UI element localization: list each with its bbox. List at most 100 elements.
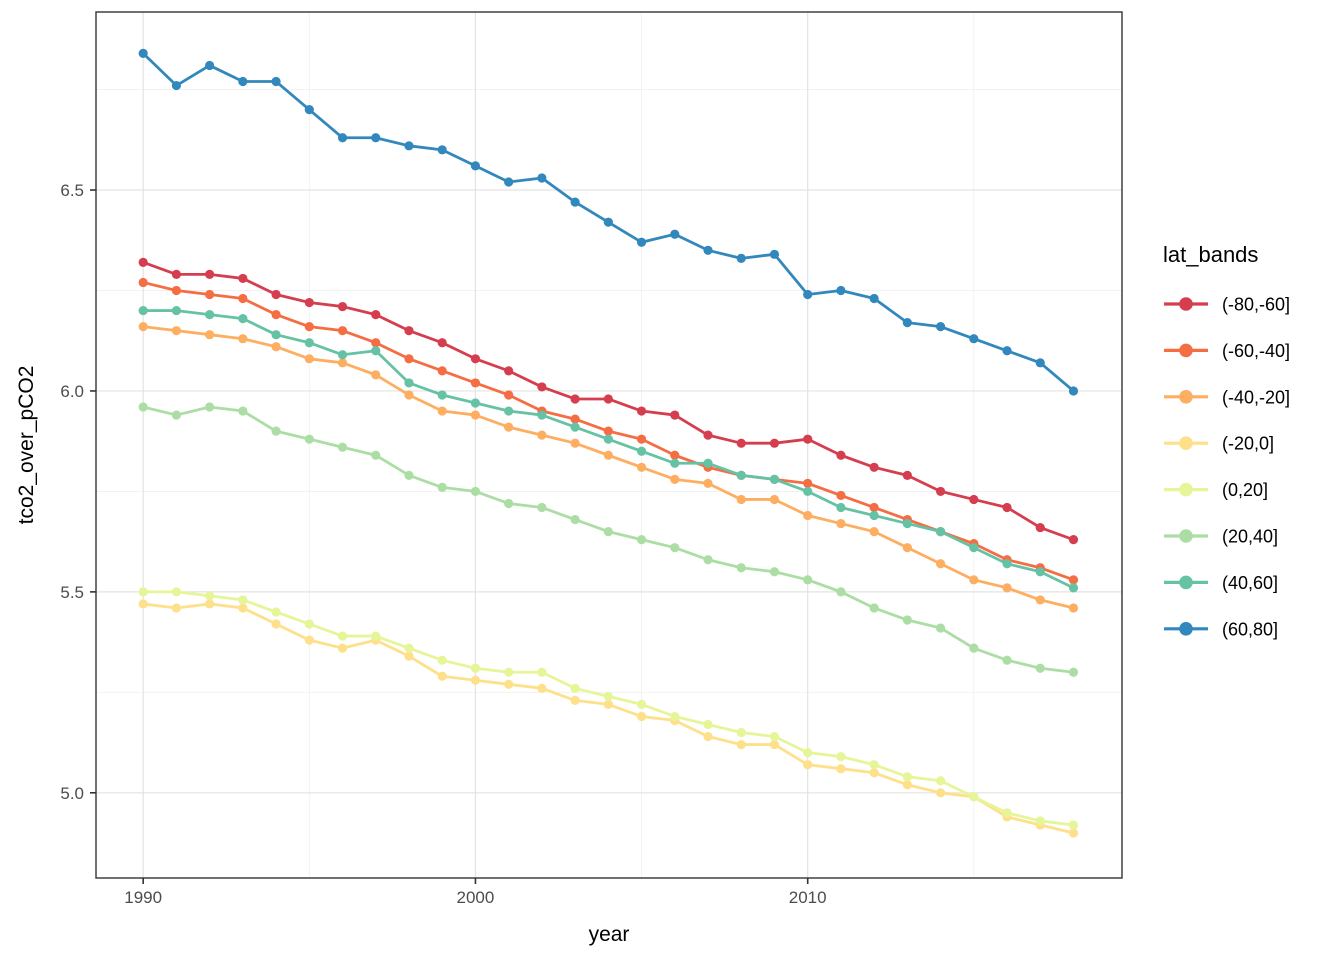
data-point (769, 494, 780, 505)
data-point (205, 309, 215, 320)
data-point (138, 322, 148, 332)
data-point (271, 607, 281, 617)
data-point (138, 402, 148, 412)
data-point (1002, 346, 1012, 356)
data-point (703, 245, 713, 255)
data-point (902, 518, 912, 529)
data-point (736, 739, 746, 750)
data-point (537, 430, 547, 440)
data-point (803, 510, 813, 521)
data-point (304, 338, 314, 348)
data-point (1002, 655, 1012, 665)
data-point (371, 133, 381, 143)
data-point (171, 587, 182, 597)
data-point (803, 478, 813, 488)
data-point (304, 322, 314, 332)
x-tick-label: 2010 (789, 888, 827, 907)
data-point (636, 535, 647, 545)
data-point (703, 555, 713, 565)
data-point (836, 502, 846, 513)
series-line-3 (141, 602, 1075, 835)
data-point (437, 338, 447, 348)
data-point (570, 683, 580, 693)
data-point (371, 338, 381, 348)
data-point (902, 772, 912, 782)
series-line-2 (141, 325, 1075, 610)
data-point (969, 543, 979, 553)
data-point (935, 776, 946, 786)
data-point (1002, 808, 1012, 818)
data-point (570, 414, 580, 424)
data-point (337, 301, 348, 312)
data-point (836, 764, 846, 774)
data-point (238, 406, 248, 416)
data-point (836, 490, 846, 501)
data-point (304, 434, 314, 444)
data-point (1068, 583, 1079, 593)
data-point (1002, 559, 1012, 569)
data-point (1035, 816, 1045, 826)
y-tick-label: 6.5 (60, 181, 84, 200)
data-point (205, 402, 215, 412)
data-point (171, 269, 182, 280)
x-tick-label: 2000 (457, 888, 495, 907)
data-point (570, 695, 580, 705)
data-point (504, 422, 514, 432)
data-point (902, 470, 912, 480)
axis-ticks (90, 189, 809, 884)
data-point (238, 603, 248, 613)
legend-key-point (1179, 343, 1193, 358)
data-point (205, 60, 215, 71)
data-point (869, 760, 879, 770)
data-point (537, 382, 547, 392)
data-point (670, 229, 680, 239)
data-point (636, 462, 647, 472)
data-point (504, 366, 514, 376)
data-point (836, 587, 846, 597)
data-point (670, 458, 680, 468)
data-point (969, 575, 979, 585)
legend-key-point (1179, 390, 1193, 404)
data-point (404, 643, 414, 653)
data-point (271, 309, 281, 320)
data-point (736, 494, 746, 505)
data-point (470, 486, 481, 497)
data-point (171, 285, 182, 296)
data-point (470, 410, 481, 420)
data-point (570, 394, 580, 404)
data-point (935, 486, 946, 497)
data-point (603, 450, 613, 460)
legend-item-label: (-60,-40] (1222, 341, 1290, 361)
data-point (537, 667, 547, 677)
data-point (138, 257, 148, 267)
y-tick-label: 5.5 (60, 583, 84, 602)
data-point (171, 603, 182, 613)
data-point (437, 145, 447, 155)
data-point (603, 426, 613, 436)
data-point (836, 752, 846, 762)
data-point (603, 527, 613, 537)
data-point (836, 450, 846, 460)
data-point (1035, 358, 1045, 368)
data-point (537, 410, 547, 420)
data-point (869, 768, 879, 778)
data-point (769, 739, 780, 750)
gridlines-major (96, 12, 1122, 878)
data-point (537, 173, 547, 183)
data-point (238, 273, 248, 284)
data-point (603, 434, 613, 444)
data-point (636, 406, 647, 416)
data-point (1068, 820, 1079, 830)
data-point (304, 619, 314, 629)
data-point (803, 760, 813, 770)
data-point (969, 494, 979, 505)
data-series-layer (138, 48, 1079, 838)
legend-item-label: (40,60] (1222, 573, 1278, 593)
data-point (869, 527, 879, 537)
data-point (271, 619, 281, 629)
legend-key-point (1179, 297, 1193, 311)
data-point (337, 631, 348, 641)
y-axis-title: tco2_over_pCO2 (15, 366, 38, 525)
